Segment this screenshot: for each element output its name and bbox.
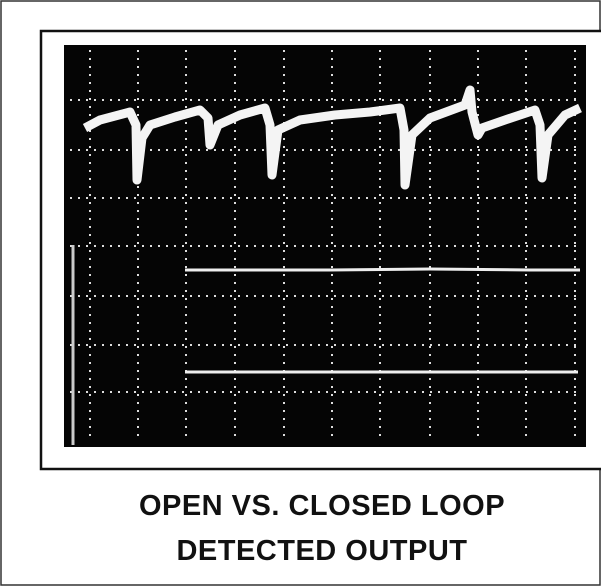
caption-line: OPEN VS. CLOSED LOOP [139, 490, 505, 522]
waveform-open-loop [82, 85, 582, 190]
trace-baseline [185, 267, 580, 272]
caption-line: DETECTED OUTPUT [176, 535, 467, 567]
